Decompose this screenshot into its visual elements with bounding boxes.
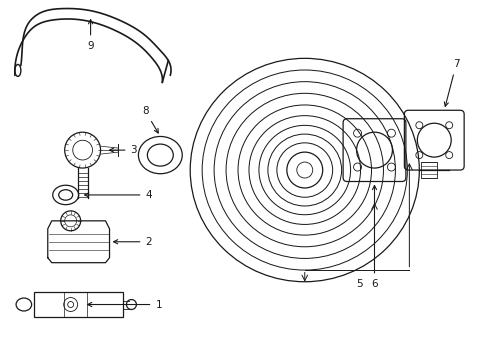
Text: 3: 3 <box>109 145 137 155</box>
Text: 4: 4 <box>84 190 152 200</box>
Text: 2: 2 <box>113 237 152 247</box>
Text: 6: 6 <box>370 185 377 289</box>
Text: 8: 8 <box>142 106 158 133</box>
Text: 9: 9 <box>87 20 94 50</box>
Bar <box>34 292 123 318</box>
Text: 7: 7 <box>444 59 459 106</box>
Text: 1: 1 <box>87 300 162 310</box>
Text: 5: 5 <box>356 279 362 289</box>
Bar <box>421 162 436 178</box>
